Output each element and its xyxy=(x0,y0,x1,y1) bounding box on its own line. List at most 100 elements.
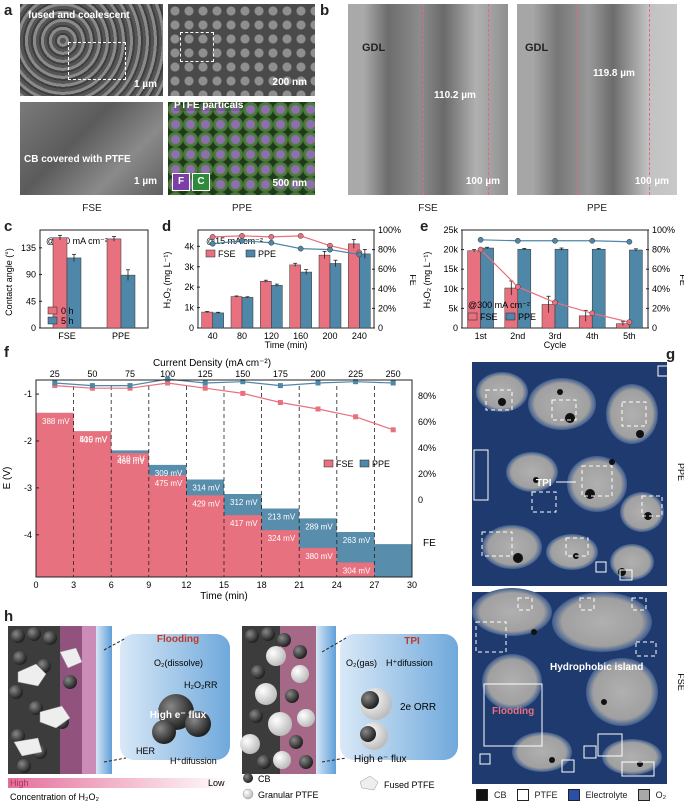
legend-ptfe-h: Granular PTFE xyxy=(258,790,319,800)
top-tick-label: 175 xyxy=(273,369,288,379)
high-flux2-label: High e⁻ flux xyxy=(354,754,407,765)
xtick-label: 2nd xyxy=(510,331,525,341)
fe-point-FSE xyxy=(589,310,596,317)
ppe-label-g: PPE xyxy=(676,463,684,481)
sem-crosssection-ppe: GDL 119.8 µm 100 µm xyxy=(517,4,677,195)
bars-d xyxy=(201,238,371,329)
fe-point-PPE xyxy=(297,245,304,252)
bar-FSE-200 xyxy=(318,254,331,329)
caption-a-fse: FSE xyxy=(82,203,102,214)
xticks-c: FSE PPE xyxy=(58,331,130,341)
legend-cb-h: CB xyxy=(258,774,271,784)
fe-point-PPE xyxy=(353,379,359,385)
fse-overpotential-label: 317 mV xyxy=(380,581,408,590)
legend-swatch-fse xyxy=(205,249,216,258)
xtick-label: 6 xyxy=(109,580,114,590)
ppe-overpotential-label: 314 mV xyxy=(192,483,220,492)
panel-label-c: c xyxy=(4,218,13,235)
her-label: HER xyxy=(136,746,156,756)
orr-label: 2e ORR xyxy=(400,702,436,713)
o2-islands-fse xyxy=(472,588,662,775)
fe-point-PPE xyxy=(202,380,208,386)
top-tick-label: 50 xyxy=(87,369,97,379)
fe-point-FSE xyxy=(202,385,208,391)
zoom-line xyxy=(103,757,127,763)
island-boxes-fse xyxy=(475,597,657,657)
top-tick-label: 250 xyxy=(386,369,401,379)
legend-fse: FSE xyxy=(336,459,354,469)
bar-0h-PPE xyxy=(106,238,122,329)
zoom-box xyxy=(68,42,126,80)
legend-swatch-cb xyxy=(476,789,488,801)
ytick-label: -2 xyxy=(24,436,32,446)
panel-label-a: a xyxy=(4,2,13,19)
legend-o2: O₂ xyxy=(655,790,667,800)
legend-swatch-o2 xyxy=(637,789,650,801)
legend-electrolyte: Electrolyte xyxy=(585,790,628,800)
zoom-box xyxy=(180,32,214,62)
simulation-maps: TPI PPE Hydrophobic island Flooding FSE xyxy=(472,362,684,784)
fe-point-PPE xyxy=(277,383,283,389)
bar-FSE-40 xyxy=(201,311,213,329)
fse-overpotential-label: 510 mV xyxy=(80,435,108,444)
xticks-e: 1st 2nd 3rd 4th 5th xyxy=(475,331,636,341)
xtick-label: 1st xyxy=(475,331,488,341)
concentration-gradient xyxy=(8,778,230,788)
xtick-label: 12 xyxy=(181,580,191,590)
cb-particles-h-ppe xyxy=(245,627,313,769)
y2tick-label: 0 xyxy=(418,495,423,505)
fe-line-PPE xyxy=(54,378,394,387)
ytick-label: 4k xyxy=(184,241,194,251)
bar-PPE-5th xyxy=(629,249,643,329)
flooding-boxes-fse xyxy=(479,683,655,777)
xtick-label: PPE xyxy=(112,331,130,341)
xtick-label: 27 xyxy=(369,580,379,590)
xtick-label: 4th xyxy=(586,331,599,341)
legend-fse: FSE xyxy=(480,312,498,322)
legend-0h: 0 h xyxy=(61,306,74,316)
eds-map-ppe: PTFE particals F C 500 nm xyxy=(168,102,315,195)
y2label-f: FE xyxy=(423,538,436,549)
annotation-e: @300 mA cm⁻² xyxy=(468,300,530,310)
panel-label-e: e xyxy=(420,218,429,235)
ytick-label: 5k xyxy=(448,303,458,313)
fe-point-PPE xyxy=(52,380,58,386)
bar-5h-PPE xyxy=(120,274,136,329)
y2tick-label: 60% xyxy=(418,417,436,427)
bar-PPE-40 xyxy=(212,312,224,329)
flooding-title: Flooding xyxy=(157,634,199,645)
y2tick-label: 20% xyxy=(418,469,436,479)
thickness-fse: 110.2 µm xyxy=(434,90,476,101)
ytick-label: 0 xyxy=(31,323,36,333)
schematic-h: Flooding O₂(dissolve) H₂O₂RR High e⁻ flu… xyxy=(8,626,458,802)
fe-point-FSE xyxy=(209,234,216,240)
ytick-label: -3 xyxy=(24,483,32,493)
legend-ppe: PPE xyxy=(372,459,390,469)
fe-line-PPE xyxy=(212,240,360,256)
ytick-label: 45 xyxy=(26,296,36,306)
top-tick-label: 125 xyxy=(198,369,213,379)
xtick-label: 3 xyxy=(71,580,76,590)
yticks-f: -1 -2 -3 -4 xyxy=(24,389,39,540)
yticks-e: 0 5k 10k 15k 20k 25k xyxy=(443,225,464,333)
top-tick-label: 200 xyxy=(310,369,325,379)
fe-point-PPE xyxy=(239,237,245,244)
bar-FSE-80 xyxy=(230,296,243,329)
y2label-e: FE xyxy=(678,274,684,286)
fse-overpotential-label: 324 mV xyxy=(268,534,296,543)
fe-point-PPE xyxy=(356,251,363,258)
ytick-label: 1k xyxy=(184,303,194,313)
fe-point-FSE xyxy=(390,427,396,433)
thickness-ppe: 119.8 µm xyxy=(593,68,635,79)
ytick-label: 20% xyxy=(378,303,396,313)
ppe-overpotential-label: 310 mV xyxy=(117,454,145,463)
bars-c xyxy=(52,234,136,329)
fe-point-PPE xyxy=(89,383,95,389)
xtick-label: 0 xyxy=(33,580,38,590)
panel-label-f: f xyxy=(4,344,9,361)
h-diffusion-label: H⁺difussion xyxy=(170,756,217,766)
fe-point-PPE xyxy=(626,238,633,245)
top-tick-label: 75 xyxy=(125,369,135,379)
fe-point-PPE xyxy=(315,380,321,386)
ylabel-d: H₂O₂ (mg L⁻¹) xyxy=(162,252,172,309)
